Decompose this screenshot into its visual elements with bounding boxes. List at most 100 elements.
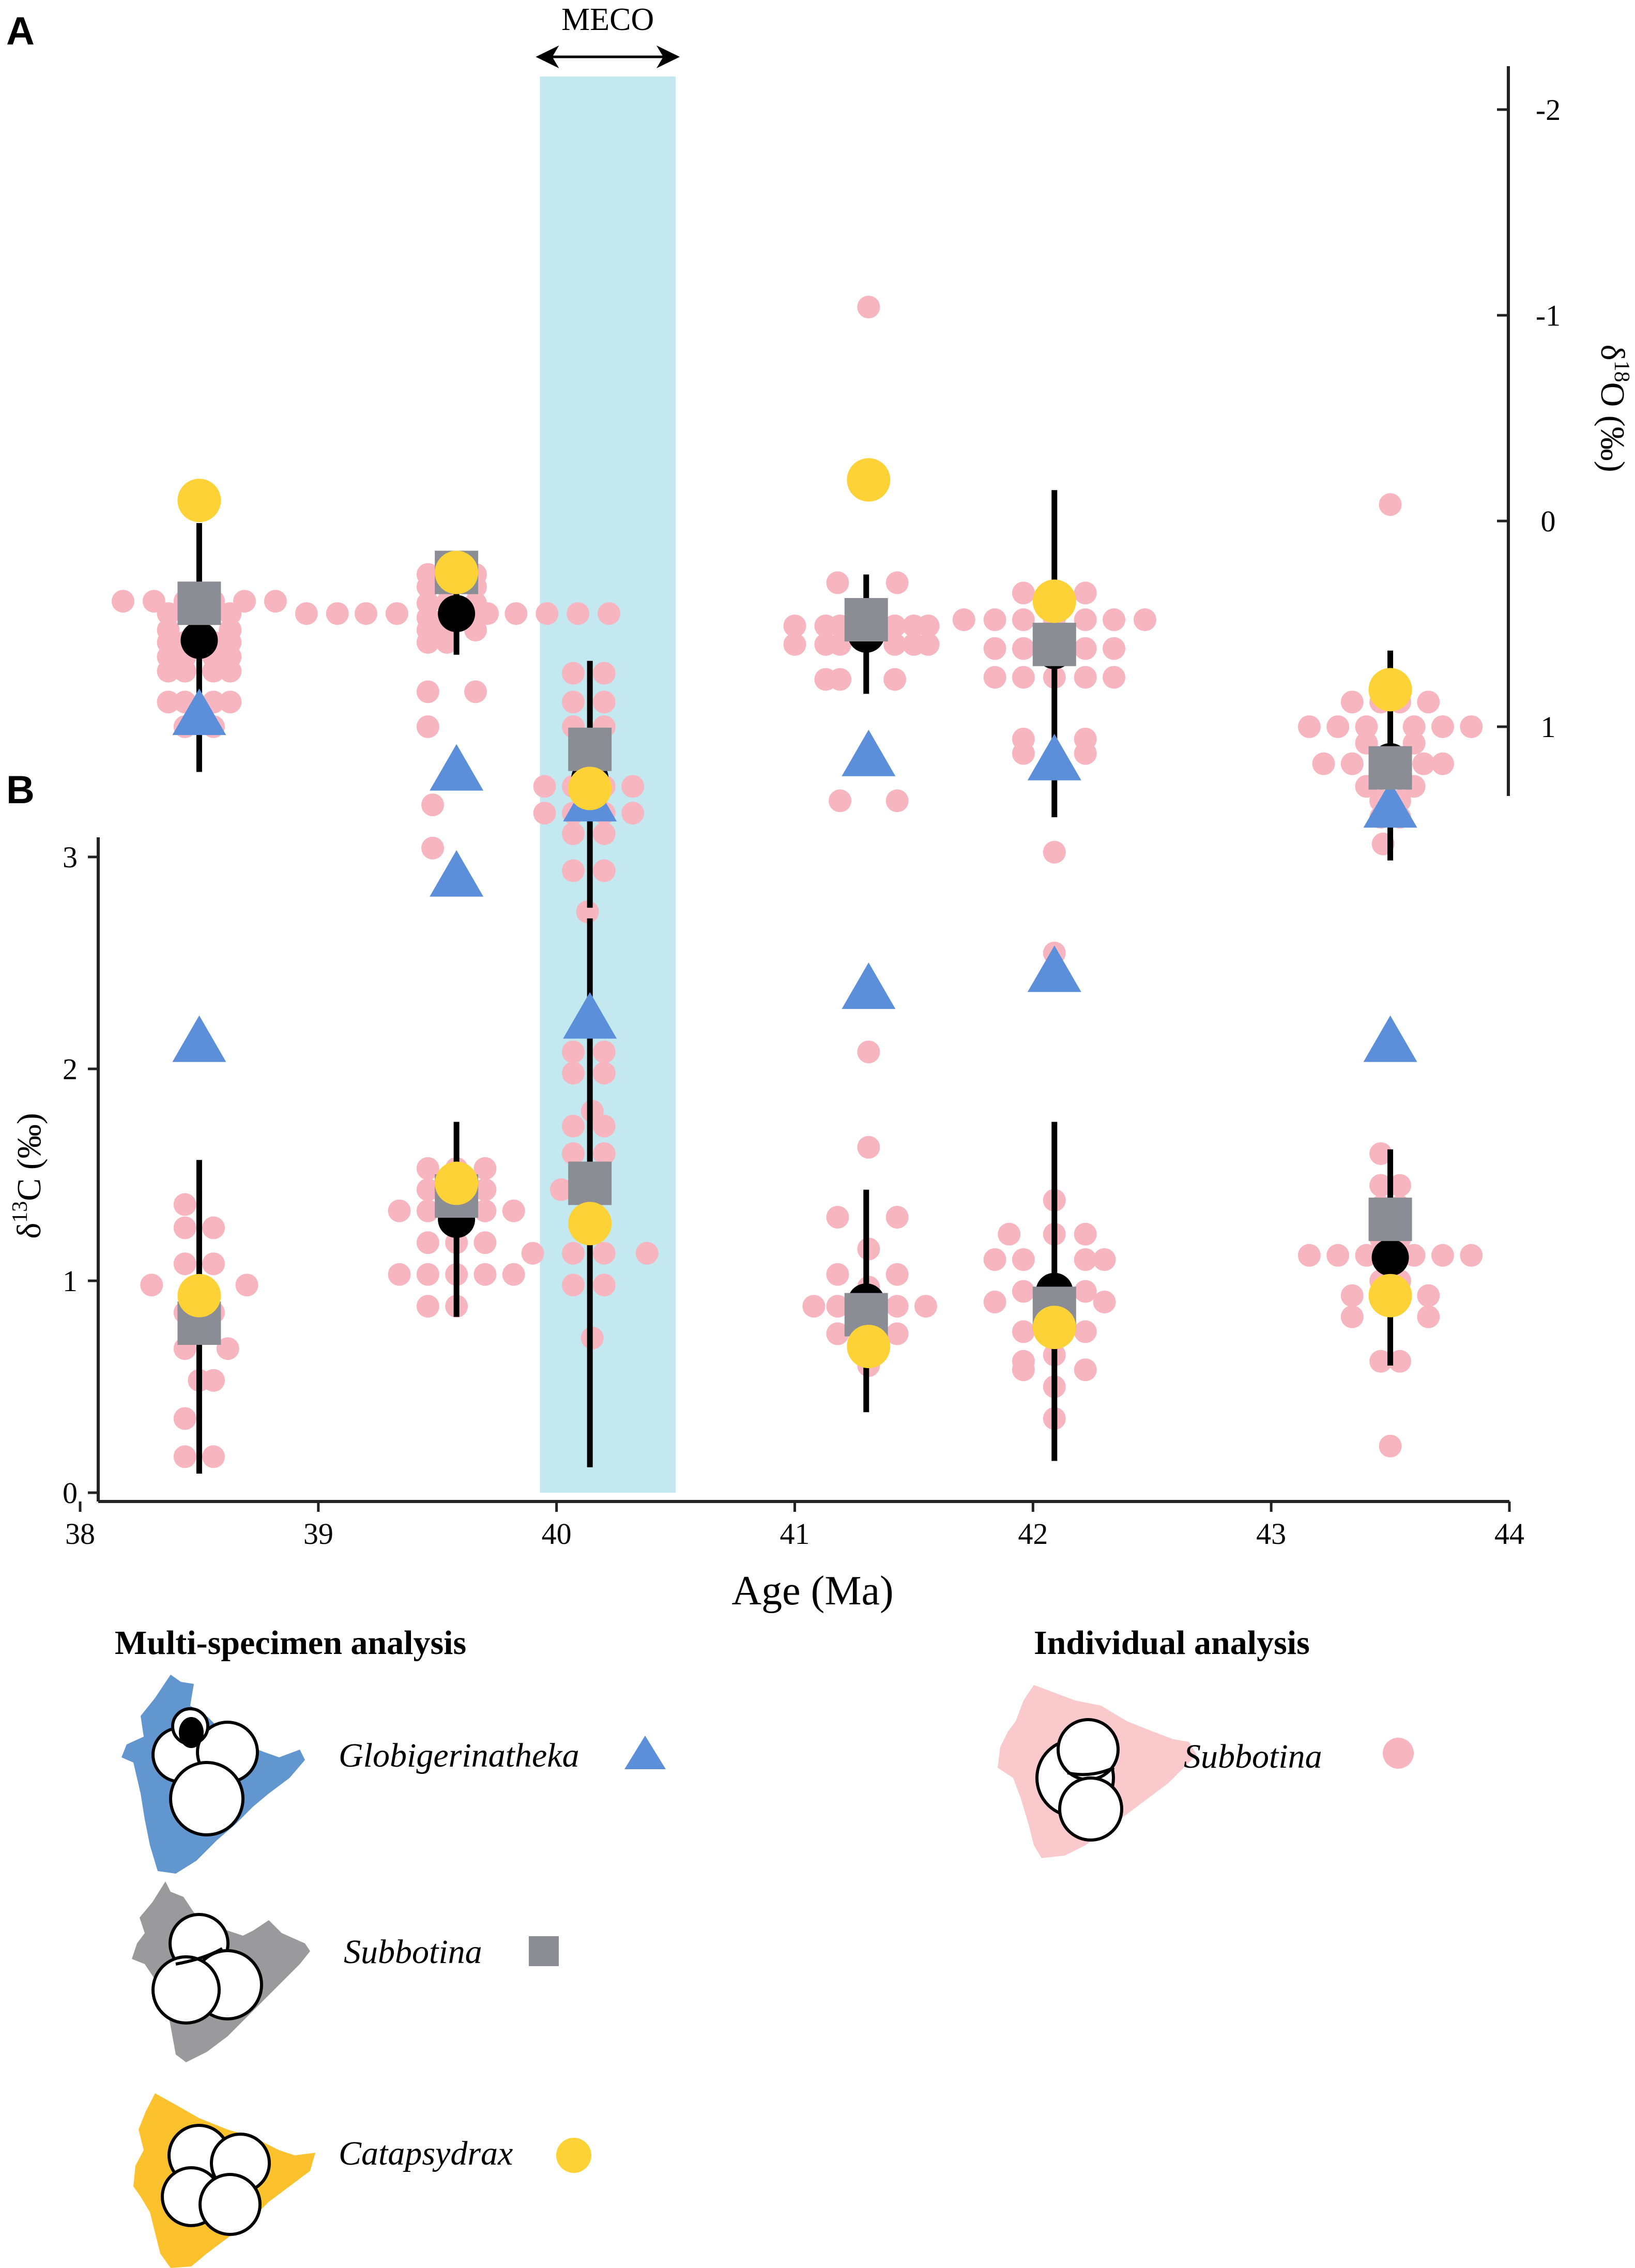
x-tick-label: 41 [780, 1517, 810, 1551]
panel-b-individual-point [885, 1263, 909, 1286]
panel-b-catapsydrax-circle [847, 1325, 891, 1369]
panel-b-individual-point [1074, 1280, 1097, 1303]
panel-a-subbotina-square [568, 727, 612, 771]
panel-a-individual-point [561, 859, 585, 882]
panel-a-individual-point [885, 571, 909, 594]
panel-b-y-tick-label: 1 [63, 1264, 78, 1298]
legend-label-subbotina-multi: Subbotina [344, 1933, 482, 1971]
x-tick-label: 43 [1256, 1517, 1286, 1551]
panel-b-catapsydrax-circle [435, 1161, 479, 1205]
panel-a-individual-point [885, 789, 909, 813]
panel-b-individual-point [561, 1274, 585, 1297]
panel-a-individual-point [567, 602, 590, 625]
panel-b-individual-point [473, 1199, 497, 1222]
panel-b-individual-point [416, 1295, 439, 1318]
panel-a-individual-point [233, 590, 256, 613]
legend-item-globigerinatheka: Globigerinatheka [121, 1675, 666, 1874]
panel-a-y-label-delta: δ [1594, 344, 1631, 360]
panel-b-letter: B [6, 768, 35, 812]
panel-a-individual-point [592, 822, 616, 845]
panel-a-catapsydrax-circle [847, 458, 891, 502]
panel-a-individual-point [829, 668, 852, 691]
panel-b-individual-point [140, 1274, 163, 1297]
panel-b-individual-point [202, 1369, 225, 1392]
panel-a-individual-point [1074, 608, 1097, 632]
panel-a-individual-point [983, 666, 1006, 689]
panel-a-individual-point [536, 602, 559, 625]
panel-b-individual-point [173, 1252, 196, 1276]
panel-b-individual-point [173, 1216, 196, 1239]
panel-a-individual-point [983, 637, 1006, 660]
panel-a-globigerinatheka-triangle [842, 729, 896, 776]
panel-b-individual-point [1074, 1222, 1097, 1246]
panel-a-individual-point [883, 614, 907, 637]
panel-b-globigerinatheka-triangle [842, 962, 896, 1009]
subbotina-individual-foram-icon [998, 1685, 1197, 1858]
panel-a-individual-point [857, 296, 880, 319]
legend-item-subbotina-individual: Subbotina [998, 1685, 1414, 1858]
panel-b-individual-point [1340, 1305, 1364, 1328]
panel-b-individual-point [1431, 1244, 1454, 1267]
panel-b-individual-point [635, 1242, 659, 1265]
panel-b-individual-point [1369, 1350, 1393, 1373]
panel-a-individual-point [916, 633, 940, 656]
panel-a-individual-point [592, 662, 616, 685]
panel-b-individual-point [1340, 1284, 1364, 1307]
panel-b-individual-point [216, 1337, 239, 1360]
x-tick-label: 44 [1494, 1517, 1524, 1551]
globigerinatheka-foram-icon [121, 1675, 305, 1874]
panel-a-individual-point [561, 822, 585, 845]
panel-a-marks [111, 296, 1483, 964]
panel-b-individual-point [1326, 1244, 1350, 1267]
panel-a-individual-point [576, 900, 599, 924]
panel-a-individual-point [435, 631, 459, 654]
panel-b-y-label-delta: δ [10, 1223, 48, 1239]
panel-b-individual-point [388, 1263, 411, 1286]
panel-a-individual-point [916, 614, 940, 637]
panel-a-individual-point [1074, 581, 1097, 605]
legend-marker-pink-circle [1383, 1738, 1414, 1769]
panel-b-individual-point [885, 1206, 909, 1229]
panel-b-individual-point [592, 1142, 616, 1165]
panel-a-individual-point [883, 633, 907, 656]
panel-a-globigerinatheka-triangle [1027, 733, 1081, 780]
panel-a-individual-point [829, 789, 852, 813]
panel-a-individual-point [464, 680, 487, 703]
panel-b-y-tick-label: 2 [63, 1052, 78, 1086]
panel-b-individual-point [502, 1199, 525, 1222]
panel-b-globigerinatheka-triangle [563, 992, 617, 1039]
meco-arrow [536, 45, 680, 68]
panel-b-individual-point [1369, 1142, 1393, 1165]
panel-a-individual-point [173, 660, 196, 683]
panel-a-individual-point [783, 614, 806, 637]
panel-a-individual-point [476, 602, 499, 625]
meco-label: MECO [561, 2, 654, 37]
panel-b-individual-point [802, 1295, 826, 1318]
panel-b-axes: 0 1 2 3 38 39 40 41 42 43 44 [63, 837, 1524, 1551]
panel-a-individual-point [416, 715, 439, 738]
panel-a-individual-point [1412, 752, 1435, 775]
panel-a-individual-point [295, 602, 318, 625]
panel-a-individual-mean [180, 621, 218, 659]
panel-a-individual-point [421, 793, 445, 817]
panel-a-individual-point [416, 575, 439, 599]
panel-a-individual-point [1103, 637, 1126, 660]
panel-b-individual-point [826, 1263, 849, 1286]
panel-b-individual-point [1012, 1320, 1035, 1343]
legend-label-subbotina-individual: Subbotina [1184, 1738, 1322, 1775]
panel-b-individual-point [561, 1114, 585, 1138]
panel-b-individual-point [416, 1178, 439, 1201]
panel-a-individual-point [264, 590, 287, 613]
panel-a-individual-point [326, 602, 349, 625]
panel-b-individual-point [235, 1274, 258, 1297]
meco-arrow-left-head [536, 45, 559, 68]
panel-a-individual-point [157, 660, 180, 683]
panel-a-individual-point [1460, 715, 1483, 738]
panel-b-individual-point [826, 1322, 849, 1345]
x-axis-label: Age (Ma) [731, 1568, 893, 1614]
panel-a-globigerinatheka-triangle [172, 688, 226, 735]
panel-a-individual-point [621, 775, 645, 798]
panel-a-individual-point [1431, 715, 1454, 738]
panel-b-catapsydrax-circle [1368, 1274, 1412, 1317]
